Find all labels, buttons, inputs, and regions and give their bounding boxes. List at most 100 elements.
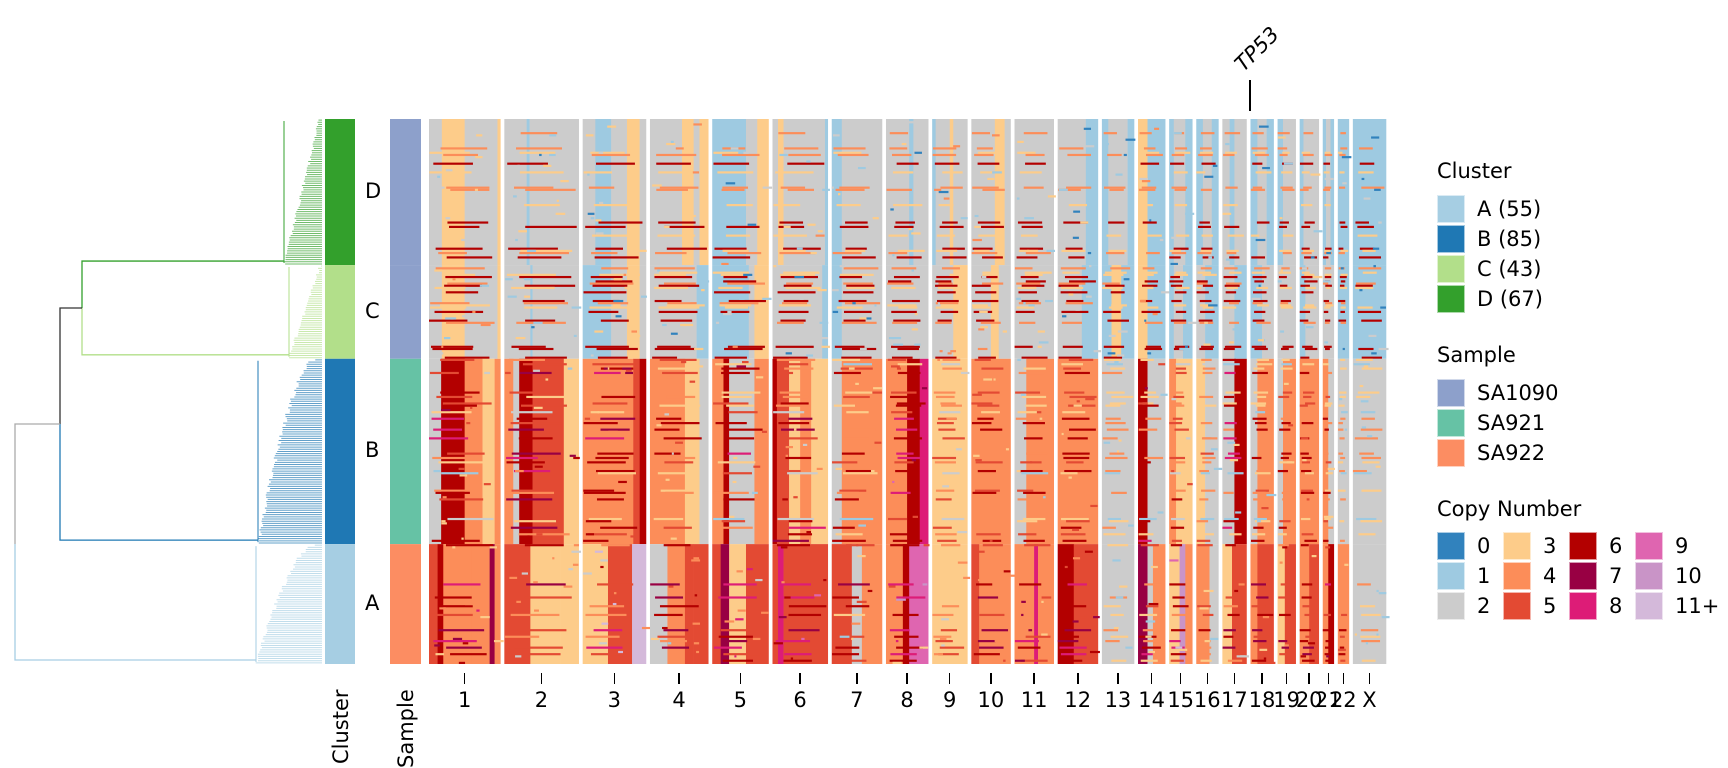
cn-cell-event: [1108, 334, 1116, 337]
cn-cell-event: [777, 517, 815, 521]
cn-cell-event: [508, 428, 544, 431]
cn-cell-event: [980, 321, 1001, 324]
cn-cell-event: [1301, 456, 1312, 460]
cn-cell-event: [971, 402, 993, 405]
cn-cell-event: [1323, 188, 1331, 191]
cn-cell-event: [1144, 280, 1159, 283]
cn-cell-event: [438, 629, 485, 632]
cn-cell-event: [1212, 164, 1218, 167]
cn-cell-event: [977, 347, 988, 351]
cn-cell-event: [1355, 282, 1376, 285]
cn-segment: [772, 544, 779, 664]
cn-cell-event: [666, 395, 696, 399]
cn-cell-event: [525, 225, 577, 228]
cn-cell-event: [1025, 162, 1046, 165]
cn-cell-event: [584, 417, 591, 420]
cn-cell-event: [1123, 278, 1130, 281]
cn-segment: [1014, 358, 1027, 545]
cn-cell-event: [1103, 310, 1121, 314]
cn-cell-event: [1340, 306, 1346, 309]
cn-cell-event: [1303, 249, 1315, 252]
cn-segment: [1183, 265, 1193, 359]
cn-cell-event: [778, 225, 805, 228]
legend-label: 10: [1675, 564, 1702, 588]
cn-cell-event: [1114, 360, 1119, 364]
cn-cell-event: [778, 616, 787, 619]
cn-cell-event: [1339, 286, 1348, 290]
cn-cell-event: [1253, 391, 1269, 394]
cn-cell-event: [1169, 256, 1181, 259]
cn-cell-event: [773, 356, 808, 359]
cn-cell-event: [851, 637, 854, 641]
cn-cell-event: [1198, 629, 1211, 632]
cn-cell-event: [1203, 343, 1211, 346]
cn-cell-event: [1200, 132, 1215, 135]
cn-cell-event: [1041, 600, 1044, 603]
cn-cell-event: [533, 369, 540, 372]
cn-cell-event: [461, 238, 467, 242]
cn-cell-event: [458, 201, 464, 205]
cn-cell-event: [780, 402, 809, 405]
cn-cell-event: [511, 489, 563, 492]
cn-cell-event: [1251, 605, 1266, 608]
cn-segment: [632, 544, 647, 664]
cn-cell-event: [801, 637, 805, 641]
cn-cell-event: [660, 456, 696, 460]
cn-cell-event: [939, 411, 961, 414]
cn-cell-event: [1259, 234, 1266, 237]
cn-cell-event: [1339, 186, 1346, 189]
cn-cell-event: [1299, 640, 1309, 643]
cn-cell-event: [835, 188, 865, 191]
cn-cell-event: [1199, 221, 1210, 224]
cn-cell-event: [458, 661, 466, 664]
cn-cell-event: [1064, 275, 1089, 279]
cn-cell-event: [895, 404, 922, 407]
cn-cell-event: [1223, 605, 1238, 608]
cn-segment: [723, 358, 730, 545]
cn-cell-event: [1144, 456, 1164, 460]
cn-cell-event: [588, 517, 622, 521]
cn-cell-event: [1262, 166, 1270, 170]
heatmap-grid: [429, 119, 1390, 664]
cn-cell-event: [1225, 596, 1243, 599]
cn-cell-event: [732, 480, 737, 484]
cn-segment: [464, 358, 483, 545]
cluster-letter-C: C: [365, 298, 380, 323]
cn-cell-event: [901, 358, 905, 361]
cn-cell-event: [1142, 221, 1157, 224]
cn-cell-event: [947, 352, 952, 355]
cn-cell-event: [1324, 653, 1330, 656]
cn-cell-event: [1324, 267, 1332, 270]
cn-cell-event: [893, 343, 904, 346]
cn-cell-event: [1015, 310, 1035, 314]
cn-cell-event: [1140, 659, 1158, 662]
cn-cell-event: [1340, 321, 1347, 324]
cn-cell-event: [1105, 640, 1120, 643]
cn-cell-event: [1251, 271, 1265, 274]
cn-cell-event: [1254, 347, 1268, 351]
cn-cell-event: [663, 629, 689, 632]
cn-cell-event: [784, 653, 812, 656]
cn-cell-event: [891, 310, 917, 314]
cn-cell-event: [1196, 280, 1208, 283]
cn-cell-event: [1325, 472, 1333, 475]
cn-cell-event: [1063, 367, 1082, 370]
cn-segment: [990, 265, 1000, 359]
cn-cell-event: [594, 550, 603, 553]
cn-cell-event: [1205, 450, 1212, 453]
cn-cell-event: [1067, 437, 1088, 440]
cn-cell-event: [509, 275, 516, 279]
cn-cell-event: [1222, 212, 1232, 215]
cn-segment: [971, 358, 1011, 545]
cn-cell-event: [724, 620, 735, 623]
cn-cell-event: [1171, 251, 1187, 255]
cn-cell-event: [517, 629, 567, 632]
cn-cell-event: [1169, 456, 1186, 460]
cn-cell-event: [1324, 402, 1333, 405]
cn-cell-event: [866, 317, 872, 320]
cn-cell-event: [1037, 330, 1045, 333]
legend-label: 4: [1543, 564, 1557, 588]
cn-cell-event: [515, 337, 526, 340]
cluster-bar-A: [325, 544, 355, 664]
cn-cell-event: [1141, 186, 1157, 189]
